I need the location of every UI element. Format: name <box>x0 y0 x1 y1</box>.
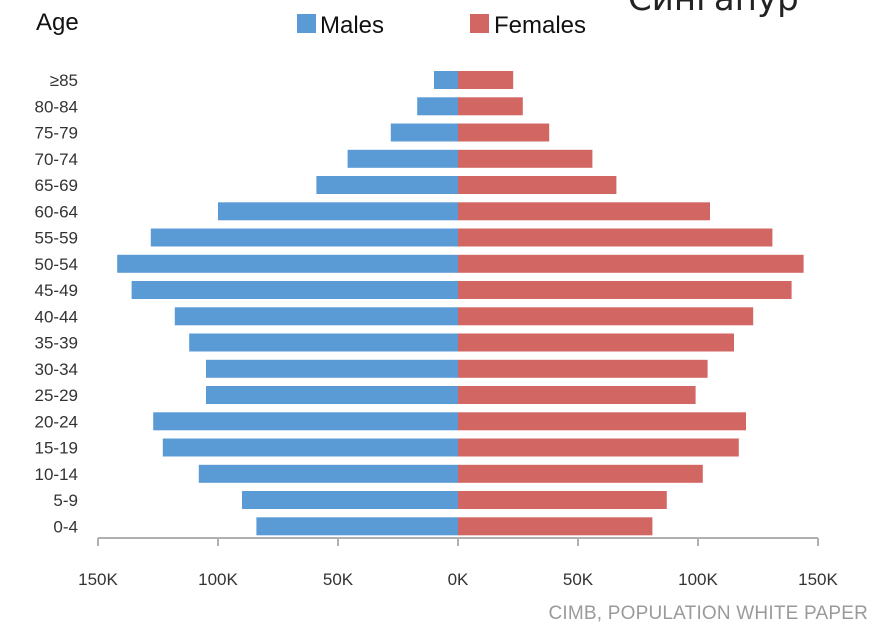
bar-males-20-24 <box>153 412 458 431</box>
bar-males-75-79 <box>390 123 458 142</box>
bar-males-30-34 <box>206 359 458 378</box>
bar-females-75-79 <box>458 123 550 142</box>
y-tick-label: 5-9 <box>53 491 78 510</box>
bar-females-10-14 <box>458 464 703 483</box>
y-tick-label: 10-14 <box>35 465 78 484</box>
bar-females-55-59 <box>458 228 773 247</box>
y-tick-label: 0-4 <box>53 517 78 536</box>
legend-label-females: Females <box>494 12 586 39</box>
bar-males-65-69 <box>316 176 458 194</box>
x-tick-label: 50K <box>563 570 594 589</box>
y-tick-label: 60-64 <box>35 202 78 221</box>
x-axis-ticks: 150K 100K 50K 0K 50K 100K 150K <box>78 538 839 589</box>
legend-swatch-males <box>297 14 316 33</box>
bar-males-50-54 <box>117 254 458 273</box>
x-tick-label: 0K <box>448 570 469 589</box>
bar-females-0-4 <box>458 517 653 536</box>
bar-females-65-69 <box>458 176 617 194</box>
source-note: CIMB, POPULATION WHITE PAPER <box>549 603 869 624</box>
page-title: Сингапур <box>628 0 799 16</box>
bar-females-40-44 <box>458 307 754 326</box>
bar-females-15-19 <box>458 438 739 457</box>
bar-males-≥85 <box>434 71 458 89</box>
x-tick-label: 100K <box>198 570 238 589</box>
bar-females-25-29 <box>458 386 696 404</box>
x-tick-label: 150K <box>78 570 118 589</box>
y-tick-label: 80-84 <box>35 97 78 116</box>
bar-females-60-64 <box>458 202 710 221</box>
y-tick-labels: 0-4 5-9 10-14 15-19 20-24 25-29 30-34 35-39 40-4… <box>35 71 78 536</box>
x-tick-label: 100K <box>678 570 718 589</box>
y-tick-label: 45-49 <box>35 281 78 300</box>
bar-females-30-34 <box>458 359 708 378</box>
legend-swatch-females <box>470 14 489 33</box>
y-tick-label: 30-34 <box>35 360 78 379</box>
bar-males-0-4 <box>256 517 458 536</box>
y-tick-label: 50-54 <box>35 255 78 274</box>
y-tick-label: 20-24 <box>35 412 78 431</box>
bar-females-70-74 <box>458 149 593 168</box>
bar-females-80-84 <box>458 97 523 116</box>
bar-males-40-44 <box>174 307 459 326</box>
y-tick-label: 35-39 <box>35 334 78 353</box>
y-tick-label: 75-79 <box>35 124 78 143</box>
bar-males-70-74 <box>347 149 458 168</box>
bar-males-35-39 <box>189 333 458 352</box>
y-axis-title: Age <box>36 9 79 36</box>
bar-males-5-9 <box>242 491 458 509</box>
bar-males-45-49 <box>131 281 458 299</box>
bar-females-45-49 <box>458 281 792 299</box>
y-tick-label: 40-44 <box>35 307 78 326</box>
bar-females-35-39 <box>458 333 734 352</box>
bar-females-≥85 <box>458 71 514 89</box>
bars-group <box>117 71 804 536</box>
y-tick-label: ≥85 <box>50 71 78 90</box>
y-tick-label: 25-29 <box>35 386 78 405</box>
bar-males-55-59 <box>150 228 459 247</box>
y-tick-label: 55-59 <box>35 229 78 248</box>
legend: Males Females <box>297 12 586 39</box>
bar-males-10-14 <box>198 464 459 483</box>
bar-males-15-19 <box>162 438 459 457</box>
bar-males-60-64 <box>218 202 458 221</box>
x-tick-label: 50K <box>323 570 354 589</box>
y-tick-label: 70-74 <box>35 150 78 169</box>
bar-males-25-29 <box>206 386 458 404</box>
bar-females-20-24 <box>458 412 746 431</box>
y-tick-label: 65-69 <box>35 176 78 195</box>
bar-females-5-9 <box>458 491 667 509</box>
legend-label-males: Males <box>320 12 384 39</box>
bar-males-80-84 <box>417 97 458 116</box>
bar-females-50-54 <box>458 254 804 273</box>
x-tick-label: 150K <box>798 570 838 589</box>
y-tick-label: 15-19 <box>35 439 78 458</box>
